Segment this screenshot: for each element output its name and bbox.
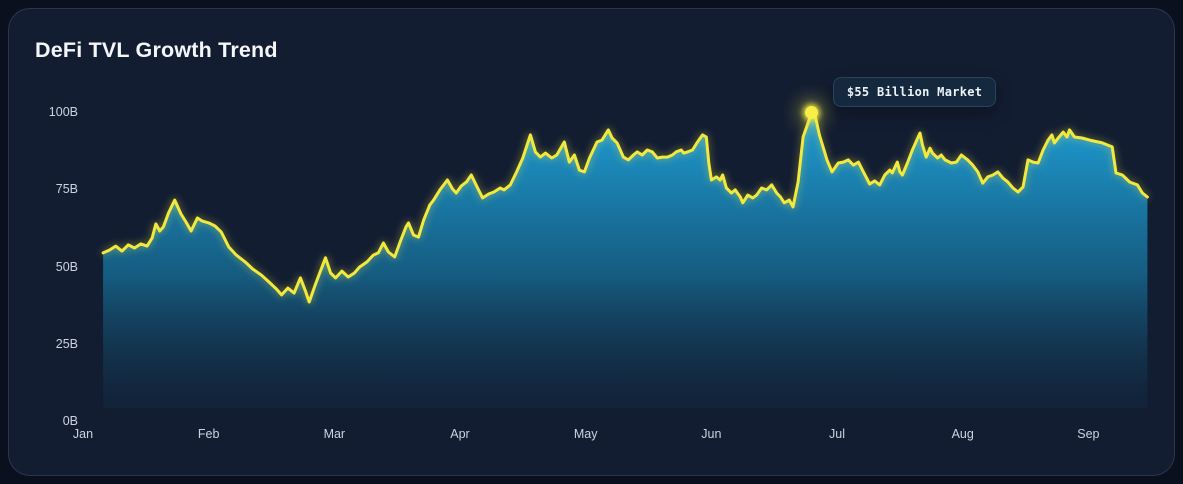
x-axis-tick: Aug <box>951 427 974 441</box>
tooltip: $55 Billion Market <box>832 77 997 107</box>
x-axis-tick: Apr <box>450 427 470 441</box>
tooltip-text: $55 Billion Market <box>846 85 983 99</box>
x-axis-tick: May <box>573 427 598 441</box>
y-axis-tick: 0B <box>62 414 78 428</box>
x-axis-tick: Jun <box>701 427 722 441</box>
x-axis-tick: Jul <box>829 427 845 441</box>
y-axis-tick: 50B <box>55 259 78 274</box>
y-axis-tick: 25B <box>55 336 78 351</box>
x-axis-tick: Sep <box>1077 427 1100 441</box>
x-axis-tick: Mar <box>323 427 346 441</box>
tvl-area-fill <box>103 112 1148 408</box>
x-axis-tick: Feb <box>197 427 220 441</box>
y-axis-tick: 100B <box>48 105 78 119</box>
highlight-dot[interactable] <box>805 105 819 119</box>
y-axis-tick: 75B <box>55 182 78 197</box>
x-axis-tick: Jan <box>72 427 94 441</box>
chart-title: DeFi TVL Growth Trend <box>35 38 278 62</box>
tvl-line <box>101 110 1149 304</box>
